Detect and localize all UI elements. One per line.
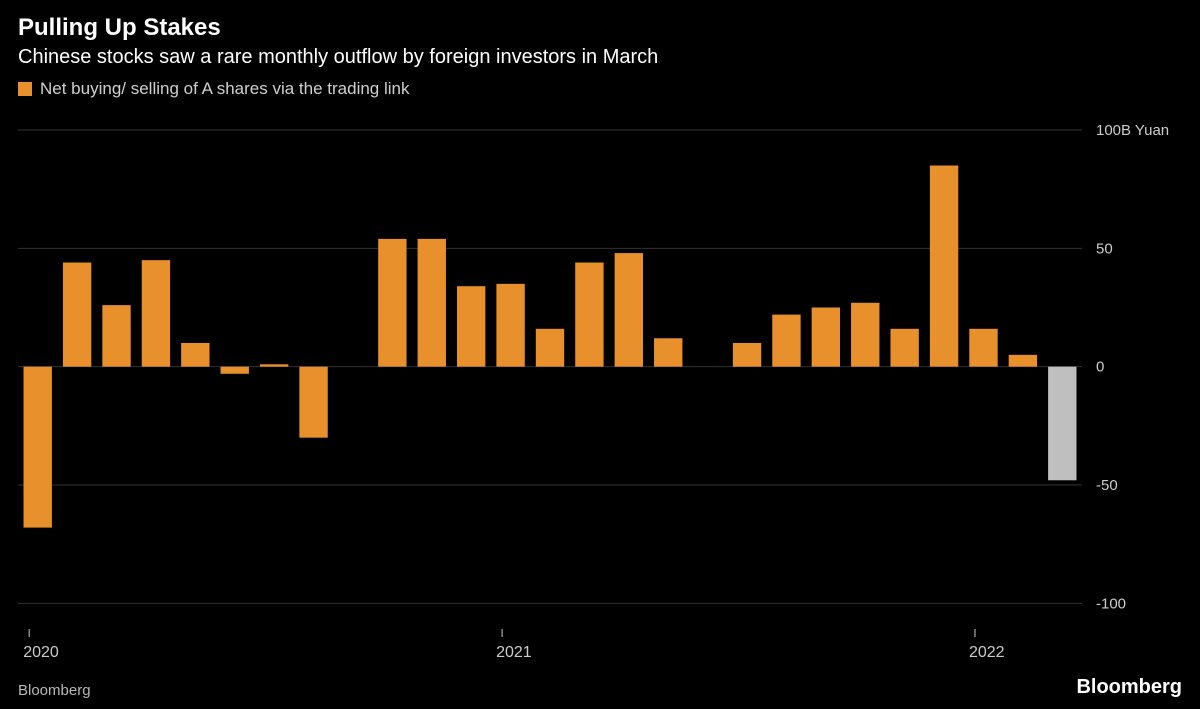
legend-swatch [18, 82, 32, 96]
bar [575, 263, 603, 367]
chart-legend: Net buying/ selling of A shares via the … [0, 69, 1200, 99]
bar [772, 315, 800, 367]
bar [142, 260, 170, 367]
bar [930, 166, 958, 367]
bar [102, 305, 130, 367]
x-tick-label: 2021 [496, 644, 532, 661]
chart-subtitle: Chinese stocks saw a rare monthly outflo… [18, 46, 1182, 69]
bar [615, 253, 643, 367]
chart-title: Pulling Up Stakes [18, 14, 1182, 42]
chart-footer: Bloomberg Bloomberg [18, 676, 1182, 699]
bar [24, 367, 52, 528]
y-tick-label: 50 [1096, 240, 1113, 257]
bar [890, 329, 918, 367]
bar [260, 364, 288, 366]
legend-label: Net buying/ selling of A shares via the … [40, 79, 410, 99]
x-tick-label: 2022 [969, 644, 1005, 661]
bar [654, 338, 682, 366]
bar [63, 263, 91, 367]
bar [969, 329, 997, 367]
chart-area: -100 -50 0 50 100B Yuan 2020 2021 2022 [18, 120, 1182, 667]
bar-chart: -100 -50 0 50 100B Yuan 2020 2021 2022 [18, 120, 1182, 667]
bar [496, 284, 524, 367]
y-tick-label: -100 [1096, 595, 1126, 612]
bar [851, 303, 879, 367]
bar [221, 367, 249, 374]
y-tick-label: 100B Yuan [1096, 122, 1169, 139]
bar [812, 308, 840, 367]
x-tick-label: 2020 [23, 644, 59, 661]
bar [299, 367, 327, 438]
chart-header: Pulling Up Stakes Chinese stocks saw a r… [0, 0, 1200, 69]
bar [536, 329, 564, 367]
y-tick-label: -50 [1096, 477, 1118, 494]
bar [457, 286, 485, 366]
bar [378, 239, 406, 367]
bar [733, 343, 761, 367]
brand-label: Bloomberg [1076, 676, 1182, 699]
y-tick-label: 0 [1096, 359, 1104, 376]
bar [1009, 355, 1037, 367]
bar [418, 239, 446, 367]
source-label: Bloomberg [18, 682, 91, 699]
bar [1048, 367, 1076, 481]
bar [181, 343, 209, 367]
